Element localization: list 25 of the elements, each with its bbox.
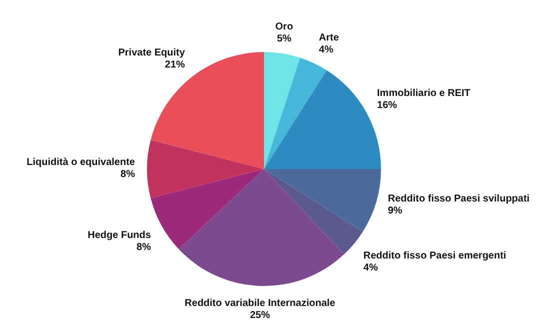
pie-slice <box>150 169 264 250</box>
slice-label: Oro <box>275 22 294 33</box>
pie-slice <box>264 169 363 254</box>
pie-slice <box>178 169 344 286</box>
slice-label: Immobiliario e REIT <box>377 88 470 99</box>
slice-label: Hedge Funds <box>88 230 152 242</box>
data-label: 16% <box>377 100 398 111</box>
data-label: 8% <box>136 242 152 254</box>
data-label: 4% <box>363 262 378 274</box>
slice-label: Arte <box>318 32 340 44</box>
pie-slice <box>264 58 327 169</box>
slice-label: Reddito fisso Paesi emergenti <box>363 250 506 262</box>
data-label: 9% <box>388 206 402 217</box>
data-label: 8% <box>120 169 136 180</box>
slice-label: Reddito fisso Paesi sviluppati <box>388 194 530 205</box>
data-label: 25% <box>250 310 270 321</box>
data-label: 4% <box>318 44 334 56</box>
slice-label: Reddito variabile Internazionale <box>184 298 336 309</box>
pie-slice <box>264 52 300 169</box>
data-label: 21% <box>164 59 186 70</box>
slice-label: Liquidità o equivalente <box>26 157 136 168</box>
pie-slice <box>147 140 264 198</box>
pie-slice <box>264 169 381 232</box>
data-label: 5% <box>276 34 292 45</box>
slice-label: Private Equity <box>118 47 186 58</box>
